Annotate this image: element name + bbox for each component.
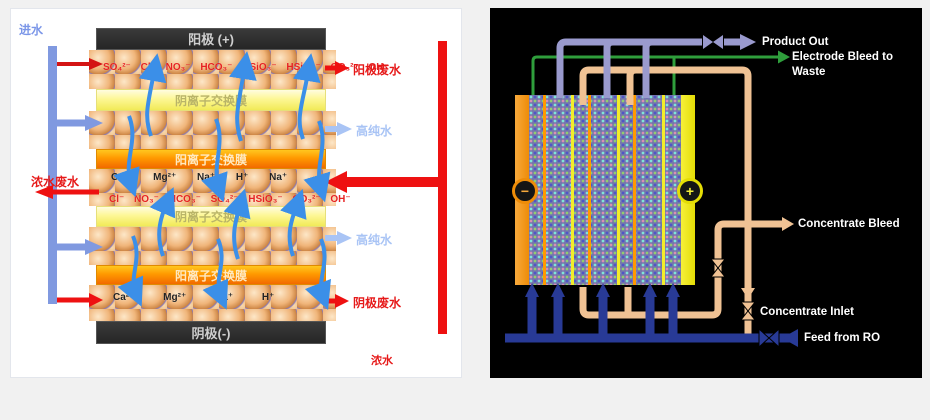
negative-terminal: − [512, 178, 538, 204]
feed-label: 进水 [19, 23, 44, 37]
membrane-stripe [633, 95, 636, 285]
resin-bed [89, 227, 336, 265]
concentrate-return-line [438, 41, 447, 334]
feed-valve [758, 327, 780, 349]
anion-row-top: SO₄²⁻ Cl⁻ NO₃⁻ HCO₃⁻ HSiO₃⁻ HSiO₃⁻ CO₃²⁻… [103, 62, 389, 73]
anion-row-mid: Cl⁻ NO₃⁻ HCO₃⁻ SO₄²⁻ HSiO₃⁻ CO₃²⁻ OH⁻ [109, 194, 351, 205]
anion-membrane-2: 阴离子交换膜 [96, 206, 326, 227]
concentrate-down-arrow [741, 288, 755, 299]
outlet-arrows [325, 61, 442, 308]
pure-water-label-1: 高纯水 [356, 124, 393, 138]
edi-flow-schematic: − + Product Out Electrode Bleed to Waste… [490, 8, 922, 378]
membrane-stripe [571, 95, 574, 285]
conc-waste-label: 浓水废水 [31, 175, 80, 189]
feed-from-ro-label: Feed from RO [804, 332, 881, 344]
concentrate-label: 浓水 [371, 355, 393, 367]
electrode-bleed-label: Electrode Bleed to Waste [792, 51, 893, 78]
edi-stack [515, 95, 695, 285]
edi-module-cn-diagram: 阳极 (+) 阴离子交换膜 阳离子交换膜 阴离子交换膜 阳离子交换膜 阴极(-)… [10, 8, 462, 378]
anode-waste-label: 阳极废水 [353, 63, 402, 77]
resin-bed [89, 111, 336, 149]
product-out-label: Product Out [762, 36, 829, 48]
cation-row-bottom: Ca²⁺ Mg²⁺ Na⁺ H⁺ [113, 292, 275, 303]
electrode-bleed-pipe [531, 55, 778, 95]
feed-pipes [505, 295, 796, 343]
cation-membrane-2: 阳离子交换膜 [96, 265, 326, 285]
resin-fill [529, 95, 681, 285]
pure-water-label-2: 高纯水 [356, 233, 393, 247]
concentrate-bleed-arrow [782, 217, 794, 231]
feed-arrow [782, 329, 798, 347]
membrane-stripe [617, 95, 620, 285]
electrode-bleed-arrow [778, 50, 790, 64]
product-pipes [556, 38, 740, 98]
cation-row-mid: Ca²⁺ Mg²⁺ Na⁺ H⁺ Na⁺ [111, 172, 288, 183]
feed-arrowheads [525, 283, 680, 297]
anion-membrane-1: 阴离子交换膜 [96, 89, 326, 111]
membrane-stripe [588, 95, 591, 285]
product-valve-and-arrow [703, 34, 756, 50]
resin-bed [89, 285, 336, 321]
cathode-bar: 阴极(-) [96, 321, 326, 344]
cation-membrane-1: 阳离子交换膜 [96, 149, 326, 169]
membrane-stripe [543, 95, 546, 285]
concentrate-bleed-label: Concentrate Bleed [798, 218, 900, 230]
cathode-waste-label: 阴极废水 [353, 296, 402, 310]
anode-bar: 阳极 (+) [96, 28, 326, 50]
concentrate-valves [709, 258, 757, 321]
positive-terminal: + [677, 178, 703, 204]
concentrate-inlet-label: Concentrate Inlet [760, 306, 854, 318]
membrane-stripe [662, 95, 665, 285]
